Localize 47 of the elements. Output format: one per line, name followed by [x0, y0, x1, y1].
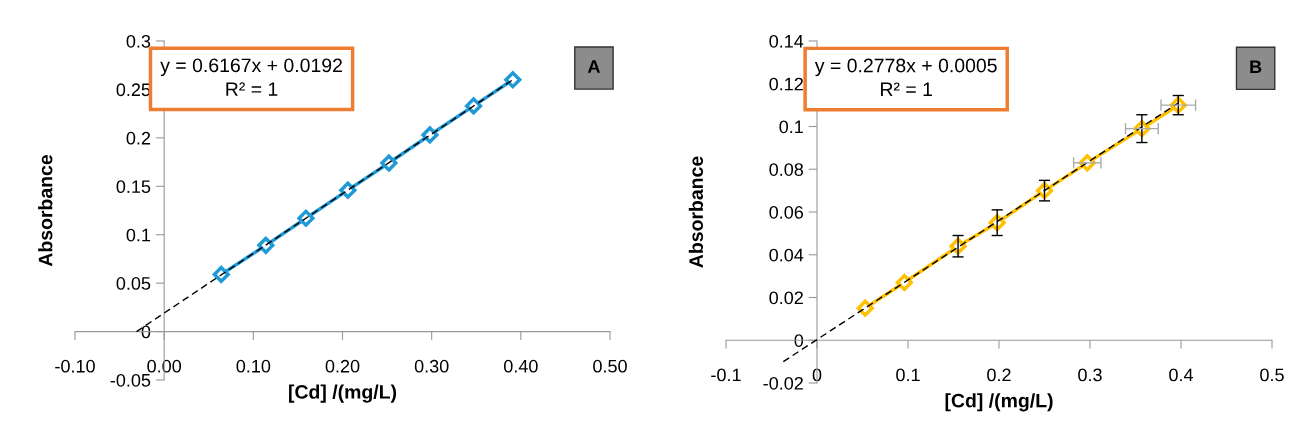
y-axis-title: Absorbance	[38, 154, 53, 267]
point	[504, 71, 522, 89]
x-tick-label: 0.20	[325, 359, 360, 373]
point	[464, 97, 483, 115]
x-tick-label: 0.4	[1169, 368, 1194, 382]
point	[339, 181, 357, 199]
y-tick-label: 0	[141, 325, 151, 339]
y-tick-label: -0.02	[763, 376, 803, 390]
y-tick-label: 0.06	[769, 205, 804, 219]
y-tick-label: 0.25	[116, 83, 151, 97]
y-tick-label: 0.1	[779, 120, 803, 134]
point	[856, 299, 874, 317]
y-tick-label: 0.12	[769, 77, 803, 91]
x-tick-label: 0.10	[236, 359, 271, 373]
x-tick-label: 0.2	[987, 368, 1011, 382]
x-tick-label: 0.3	[1078, 368, 1102, 382]
x-axis-title: [Cd] /(mg/L)	[289, 384, 397, 403]
y-tick-label: 0.2	[126, 131, 151, 145]
x-tick-label: 0.5	[1260, 368, 1284, 382]
y-tick-label: 0.02	[769, 291, 803, 305]
y-tick-label: 0.05	[116, 277, 151, 290]
y-tick-label: 0	[794, 334, 804, 347]
y-tick-label: -0.05	[110, 373, 151, 387]
x-tick-label: 0	[812, 368, 822, 382]
y-axis-title: Absorbance	[688, 156, 704, 268]
x-tick-label: -0.1	[711, 368, 741, 382]
point	[421, 126, 439, 144]
y-tick-label: 0.15	[116, 180, 151, 194]
point	[257, 236, 275, 254]
y-tick-label: 0.3	[126, 34, 151, 48]
point	[895, 273, 913, 292]
x-tick-label: 0.00	[147, 359, 182, 373]
annotation: y = 0.6167x + 0.0192 R² = 1	[160, 58, 342, 96]
y-tick-label: 0.14	[769, 34, 804, 48]
y-tick-label: 0.04	[769, 248, 804, 262]
annotation: B	[1250, 60, 1262, 74]
y-tick-label: 0.08	[769, 163, 804, 176]
x-tick-label: 0.30	[414, 359, 449, 373]
x-tick-label: 0.40	[503, 359, 538, 373]
y-tick-label: 0.1	[126, 228, 151, 242]
x-tick-label: 0.50	[593, 359, 627, 373]
point	[380, 154, 398, 172]
annotation: A	[587, 60, 600, 73]
x-tick-label: 0.1	[896, 368, 920, 382]
x-tick-label: -0.10	[55, 359, 95, 373]
annotation: y = 0.2778x + 0.0005 R² = 1	[814, 58, 997, 96]
x-axis-title: [Cd] /(mg/L)	[945, 393, 1053, 412]
